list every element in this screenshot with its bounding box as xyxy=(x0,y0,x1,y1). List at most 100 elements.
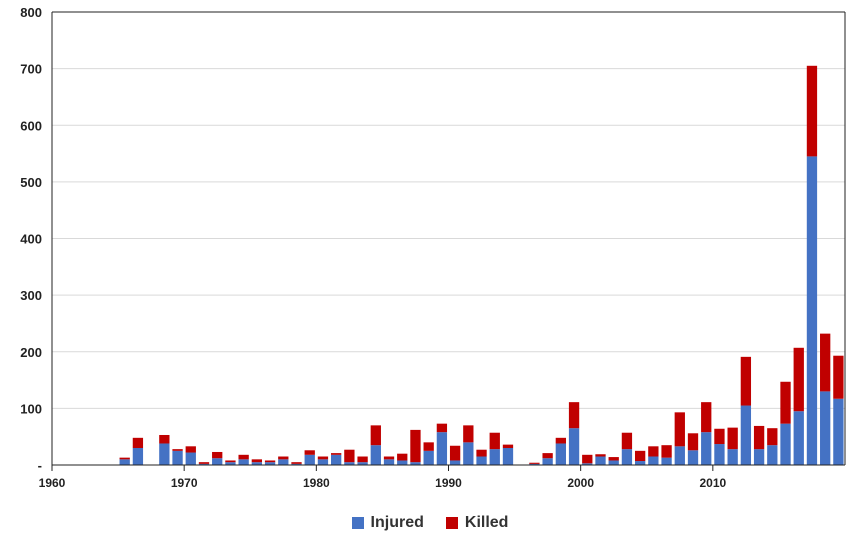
bar-injured-2019 xyxy=(833,398,844,465)
bar-killed-1974 xyxy=(238,454,249,460)
bar-killed-1984 xyxy=(370,425,381,446)
bar-killed-1971 xyxy=(198,462,210,464)
bar-injured-2007 xyxy=(674,446,685,465)
bar-injured-2014 xyxy=(767,445,778,465)
bar-injured-1969 xyxy=(172,450,183,465)
y-axis-ticks: - 100 200 300 400 500 600 700 800 xyxy=(20,5,42,473)
bar-injured-2017 xyxy=(806,156,818,465)
x-axis-ticks: 1960 1970 1980 1990 2000 2010 xyxy=(39,465,727,490)
bar-injured-1974 xyxy=(238,459,249,465)
gridlines xyxy=(52,11,845,409)
y-tick-label: 400 xyxy=(20,232,42,247)
bar-killed-1977 xyxy=(278,456,289,460)
bar-injured-2013 xyxy=(753,449,765,465)
bar-killed-2018 xyxy=(820,333,831,392)
bar-killed-1965 xyxy=(119,457,130,460)
bar-killed-2011 xyxy=(727,427,738,450)
x-tick-label: 1970 xyxy=(171,476,198,490)
bar-killed-1979 xyxy=(304,450,315,455)
legend-label-injured: Injured xyxy=(370,514,424,531)
bar-injured-2015 xyxy=(780,423,791,465)
bar-injured-1971 xyxy=(198,463,210,465)
bar-killed-1993 xyxy=(489,432,500,450)
bar-killed-2001 xyxy=(595,454,606,457)
bar-injured-2000 xyxy=(582,463,593,465)
bar-killed-2015 xyxy=(780,381,791,424)
bar-killed-1970 xyxy=(185,446,196,453)
bar-injured-2010 xyxy=(714,444,725,465)
bar-killed-2016 xyxy=(793,347,804,412)
bar-killed-2002 xyxy=(608,457,619,461)
bar-injured-2016 xyxy=(793,411,804,465)
bar-injured-1997 xyxy=(542,458,553,465)
bar-killed-2003 xyxy=(621,432,633,450)
bar-killed-1968 xyxy=(159,434,170,444)
legend-item-killed: Killed xyxy=(445,514,508,532)
x-tick-label: 1980 xyxy=(303,476,330,490)
legend-item-injured: Injured xyxy=(351,514,424,532)
bar-killed-2009 xyxy=(701,402,712,433)
legend-swatch-killed xyxy=(445,517,458,529)
bar-killed-1988 xyxy=(423,442,434,451)
bar-injured-2011 xyxy=(727,449,738,465)
bar-killed-1969 xyxy=(172,449,183,451)
bar-injured-1981 xyxy=(331,454,342,465)
bar-killed-2007 xyxy=(674,412,685,447)
bar-killed-1999 xyxy=(568,402,580,429)
bar-injured-2004 xyxy=(634,461,646,465)
y-tick-label: - xyxy=(38,458,42,473)
bar-injured-1975 xyxy=(251,462,263,465)
bar-killed-1972 xyxy=(212,451,223,459)
y-tick-label: 500 xyxy=(20,175,42,190)
bar-injured-2002 xyxy=(608,460,619,465)
bar-killed-2019 xyxy=(833,355,844,399)
bar-killed-2014 xyxy=(767,428,778,446)
bar-injured-1982 xyxy=(344,462,355,465)
bar-injured-1987 xyxy=(410,462,421,465)
y-tick-label: 200 xyxy=(20,345,42,360)
bar-injured-1970 xyxy=(185,452,196,465)
bar-injured-2008 xyxy=(687,450,699,465)
legend: Injured Killed xyxy=(0,514,860,532)
bar-injured-2009 xyxy=(701,432,712,465)
x-tick-label: 1990 xyxy=(435,476,462,490)
bar-killed-1986 xyxy=(397,453,408,461)
bar-injured-1992 xyxy=(476,456,487,465)
bars xyxy=(119,65,844,465)
bar-killed-1973 xyxy=(225,460,236,463)
bar-killed-1990 xyxy=(449,445,461,461)
bar-injured-1984 xyxy=(370,445,381,465)
bar-injured-1979 xyxy=(304,454,315,465)
bar-injured-1986 xyxy=(397,460,408,465)
bar-injured-1996 xyxy=(529,463,540,465)
bar-killed-2005 xyxy=(648,446,659,457)
legend-swatch-injured xyxy=(351,517,364,529)
bar-killed-1978 xyxy=(291,462,302,464)
bar-killed-2010 xyxy=(714,428,725,445)
x-tick-label: 2000 xyxy=(567,476,594,490)
bar-killed-1989 xyxy=(436,423,448,433)
bar-injured-1983 xyxy=(357,462,368,465)
bar-injured-2001 xyxy=(595,456,606,465)
bar-injured-1994 xyxy=(502,448,514,465)
bar-killed-2000 xyxy=(582,454,593,464)
bar-killed-2012 xyxy=(740,356,752,406)
bar-killed-2013 xyxy=(753,425,765,450)
bar-injured-2018 xyxy=(820,391,831,465)
bar-killed-2008 xyxy=(687,433,699,451)
bar-killed-1983 xyxy=(357,456,368,463)
bar-killed-1987 xyxy=(410,429,421,463)
y-tick-label: 700 xyxy=(20,62,42,77)
bar-injured-1985 xyxy=(383,459,395,465)
y-tick-label: 600 xyxy=(20,118,42,133)
bar-injured-1991 xyxy=(463,442,474,465)
bar-killed-1980 xyxy=(317,456,329,460)
x-tick-label: 1960 xyxy=(39,476,66,490)
bar-killed-1981 xyxy=(331,453,342,455)
bar-injured-1976 xyxy=(264,462,276,465)
y-tick-label: 100 xyxy=(20,401,42,416)
bar-killed-1966 xyxy=(132,437,144,449)
bar-killed-1991 xyxy=(463,425,474,443)
bar-injured-2003 xyxy=(621,449,633,465)
bar-injured-1977 xyxy=(278,459,289,465)
